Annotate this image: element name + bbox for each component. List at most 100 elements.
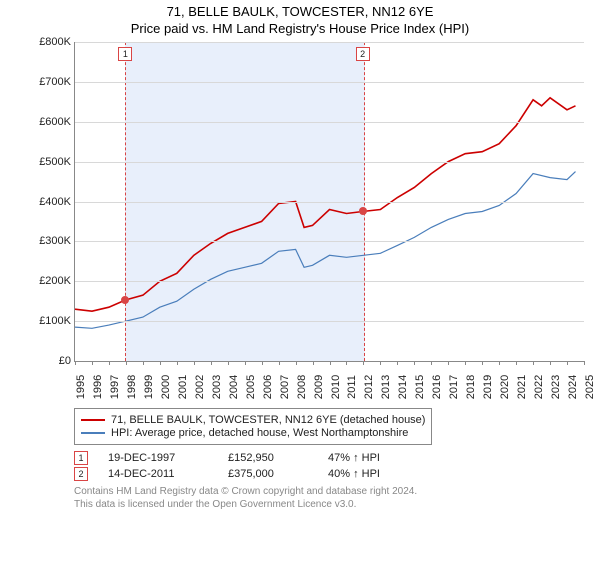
x-tick-label: 1995 [75,375,87,399]
chart-area: £0£100K£200K£300K£400K£500K£600K£700K£80… [30,42,590,402]
legend-label: HPI: Average price, detached house, West… [111,427,408,439]
event-table: 119-DEC-1997£152,95047% ↑ HPI 2 14-DEC-201… [74,451,600,481]
x-tick-label: 2019 [482,375,494,399]
x-tick-mark [109,361,110,365]
x-tick-label: 2003 [211,375,223,399]
legend-swatch [81,432,105,434]
y-tick-label: £400K [25,196,71,208]
x-tick-mark [92,361,93,365]
legend: 71, BELLE BAULK, TOWCESTER, NN12 6YE (de… [74,408,432,445]
chart-subtitle: Price paid vs. HM Land Registry's House … [0,21,600,36]
x-tick-label: 1997 [109,375,121,399]
x-tick-label: 2020 [499,375,511,399]
plot-area: £0£100K£200K£300K£400K£500K£600K£700K£80… [74,42,584,362]
x-tick-label: 2011 [346,375,358,399]
x-tick-label: 2008 [296,375,308,399]
x-tick-label: 2013 [380,375,392,399]
x-tick-mark [397,361,398,365]
event-row-marker: 2 [74,467,88,481]
x-tick-mark [75,361,76,365]
gridline [75,162,584,163]
x-tick-mark [346,361,347,365]
x-tick-label: 2024 [567,375,579,399]
x-tick-mark [194,361,195,365]
x-tick-mark [482,361,483,365]
x-tick-mark [296,361,297,365]
x-tick-mark [431,361,432,365]
y-tick-label: £800K [25,36,71,48]
gridline [75,122,584,123]
event-marker-box: 2 [356,47,370,61]
gridline [75,202,584,203]
x-tick-label: 2014 [397,375,409,399]
x-tick-mark [228,361,229,365]
x-tick-mark [363,361,364,365]
x-tick-mark [143,361,144,365]
chart-title: 71, BELLE BAULK, TOWCESTER, NN12 6YE [0,4,600,19]
x-tick-label: 2002 [194,375,206,399]
x-tick-label: 2004 [228,375,240,399]
x-tick-mark [550,361,551,365]
legend-swatch [81,419,105,421]
series-line [75,172,576,329]
event-dot [121,296,129,304]
event-price: £375,000 [228,468,328,480]
legend-label: 71, BELLE BAULK, TOWCESTER, NN12 6YE (de… [111,414,425,426]
x-tick-label: 2009 [313,375,325,399]
x-tick-mark [262,361,263,365]
x-tick-label: 1998 [126,375,138,399]
x-tick-mark [313,361,314,365]
event-price: £152,950 [228,452,328,464]
x-tick-mark [330,361,331,365]
x-tick-mark [584,361,585,365]
x-tick-mark [380,361,381,365]
x-tick-label: 2000 [160,375,172,399]
footer-line: Contains HM Land Registry data © Crown c… [74,485,600,498]
x-tick-mark [177,361,178,365]
x-tick-label: 2025 [584,375,596,399]
x-tick-mark [516,361,517,365]
y-tick-label: £0 [25,355,71,367]
gridline [75,241,584,242]
x-tick-label: 2012 [363,375,375,399]
x-tick-label: 2007 [279,375,291,399]
x-tick-mark [567,361,568,365]
footer-line: This data is licensed under the Open Gov… [74,498,600,511]
x-tick-mark [499,361,500,365]
gridline [75,82,584,83]
x-tick-label: 2022 [533,375,545,399]
gridline [75,281,584,282]
x-tick-mark [465,361,466,365]
x-tick-label: 2010 [330,375,342,399]
y-tick-label: £500K [25,156,71,168]
event-row-marker: 1 [74,451,88,465]
event-marker-box: 1 [118,47,132,61]
x-tick-label: 2015 [414,375,426,399]
x-tick-label: 1996 [92,375,104,399]
x-tick-label: 2018 [465,375,477,399]
legend-item: HPI: Average price, detached house, West… [81,427,425,439]
x-tick-mark [533,361,534,365]
y-tick-label: £300K [25,235,71,247]
x-tick-mark [245,361,246,365]
y-tick-label: £200K [25,275,71,287]
x-tick-label: 2017 [448,375,460,399]
x-tick-label: 2021 [516,375,528,399]
x-tick-mark [126,361,127,365]
footer: Contains HM Land Registry data © Crown c… [74,485,600,511]
chart-container: 71, BELLE BAULK, TOWCESTER, NN12 6YE Pri… [0,4,600,564]
legend-item: 71, BELLE BAULK, TOWCESTER, NN12 6YE (de… [81,414,425,426]
event-date: 14-DEC-2011 [108,468,228,480]
event-dot [359,207,367,215]
x-tick-mark [160,361,161,365]
x-tick-mark [448,361,449,365]
x-tick-mark [279,361,280,365]
event-diff: 40% ↑ HPI [328,468,428,480]
y-tick-label: £600K [25,116,71,128]
x-tick-label: 1999 [143,375,155,399]
gridline [75,321,584,322]
x-tick-label: 2005 [245,375,257,399]
x-tick-label: 2006 [262,375,274,399]
y-tick-label: £100K [25,315,71,327]
event-row: 119-DEC-1997£152,95047% ↑ HPI [74,451,600,465]
